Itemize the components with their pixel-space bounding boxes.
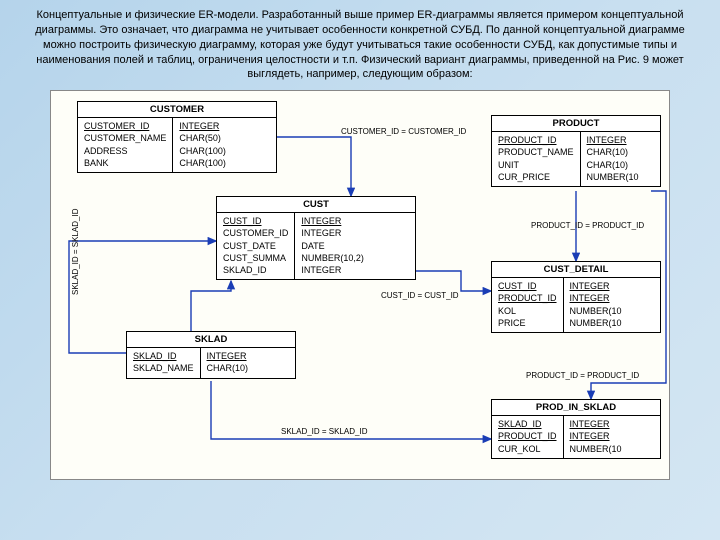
- entity-cust: CUST CUST_ID CUSTOMER_ID CUST_DATE CUST_…: [216, 196, 416, 280]
- entity-title: PROD_IN_SKLAD: [492, 400, 660, 416]
- entity-title: PRODUCT: [492, 116, 660, 132]
- field-name: UNIT: [498, 159, 574, 171]
- field-type: INTEGER: [301, 227, 364, 239]
- field-name: SKLAD_ID: [498, 418, 557, 430]
- field-type: INTEGER: [570, 418, 622, 430]
- field-type: INTEGER: [301, 264, 364, 276]
- field-name: CUST_ID: [498, 280, 557, 292]
- entity-cust-detail: CUST_DETAIL CUST_ID PRODUCT_ID KOL PRICE…: [491, 261, 661, 333]
- field-type: CHAR(10): [207, 362, 249, 374]
- entity-title: SKLAD: [127, 332, 295, 348]
- intro-paragraph: Концептуальные и физические ER-модели. Р…: [0, 0, 720, 86]
- field-type: CHAR(100): [179, 157, 226, 169]
- entity-title: CUST_DETAIL: [492, 262, 660, 278]
- field-type: CHAR(50): [179, 132, 226, 144]
- er-diagram: CUSTOMER CUSTOMER_ID CUSTOMER_NAME ADDRE…: [50, 90, 670, 480]
- field-name: SKLAD_NAME: [133, 362, 194, 374]
- entity-title: CUSTOMER: [78, 102, 276, 118]
- field-type: INTEGER: [570, 280, 622, 292]
- field-name: CUST_DATE: [223, 240, 288, 252]
- field-type: CHAR(10): [587, 146, 639, 158]
- field-name: PRODUCT_ID: [498, 134, 574, 146]
- field-type: INTEGER: [179, 120, 226, 132]
- field-name: CUSTOMER_NAME: [84, 132, 166, 144]
- field-type: INTEGER: [301, 215, 364, 227]
- rel-label: PRODUCT_ID = PRODUCT_ID: [531, 221, 644, 230]
- entity-sklad: SKLAD SKLAD_ID SKLAD_NAME INTEGER CHAR(1…: [126, 331, 296, 378]
- field-name: PRODUCT_NAME: [498, 146, 574, 158]
- field-name: PRODUCT_ID: [498, 430, 557, 442]
- rel-label: CUST_ID = CUST_ID: [381, 291, 459, 300]
- field-name: PRICE: [498, 317, 557, 329]
- field-name: CUR_PRICE: [498, 171, 574, 183]
- field-name: CUR_KOL: [498, 443, 557, 455]
- rel-label: SKLAD_ID = SKLAD_ID: [281, 427, 367, 436]
- field-type: NUMBER(10: [570, 317, 622, 329]
- entity-title: CUST: [217, 197, 415, 213]
- field-name: SKLAD_ID: [223, 264, 288, 276]
- field-type: NUMBER(10: [570, 443, 622, 455]
- entity-prod-in-sklad: PROD_IN_SKLAD SKLAD_ID PRODUCT_ID CUR_KO…: [491, 399, 661, 458]
- field-type: CHAR(10): [587, 159, 639, 171]
- rel-label: CUSTOMER_ID = CUSTOMER_ID: [341, 127, 466, 136]
- entity-product: PRODUCT PRODUCT_ID PRODUCT_NAME UNIT CUR…: [491, 115, 661, 187]
- rel-label: SKLAD_ID = SKLAD_ID: [71, 209, 80, 295]
- field-type: INTEGER: [587, 134, 639, 146]
- field-type: INTEGER: [207, 350, 249, 362]
- field-type: NUMBER(10: [587, 171, 639, 183]
- field-name: CUST_SUMMA: [223, 252, 288, 264]
- field-name: PRODUCT_ID: [498, 292, 557, 304]
- field-name: CUSTOMER_ID: [84, 120, 166, 132]
- field-name: KOL: [498, 305, 557, 317]
- field-name: CUST_ID: [223, 215, 288, 227]
- field-type: INTEGER: [570, 292, 622, 304]
- field-name: ADDRESS: [84, 145, 166, 157]
- field-type: DATE: [301, 240, 364, 252]
- field-name: SKLAD_ID: [133, 350, 194, 362]
- rel-label: PRODUCT_ID = PRODUCT_ID: [526, 371, 639, 380]
- field-name: BANK: [84, 157, 166, 169]
- field-type: NUMBER(10,2): [301, 252, 364, 264]
- field-type: CHAR(100): [179, 145, 226, 157]
- field-type: NUMBER(10: [570, 305, 622, 317]
- field-name: CUSTOMER_ID: [223, 227, 288, 239]
- entity-customer: CUSTOMER CUSTOMER_ID CUSTOMER_NAME ADDRE…: [77, 101, 277, 173]
- field-type: INTEGER: [570, 430, 622, 442]
